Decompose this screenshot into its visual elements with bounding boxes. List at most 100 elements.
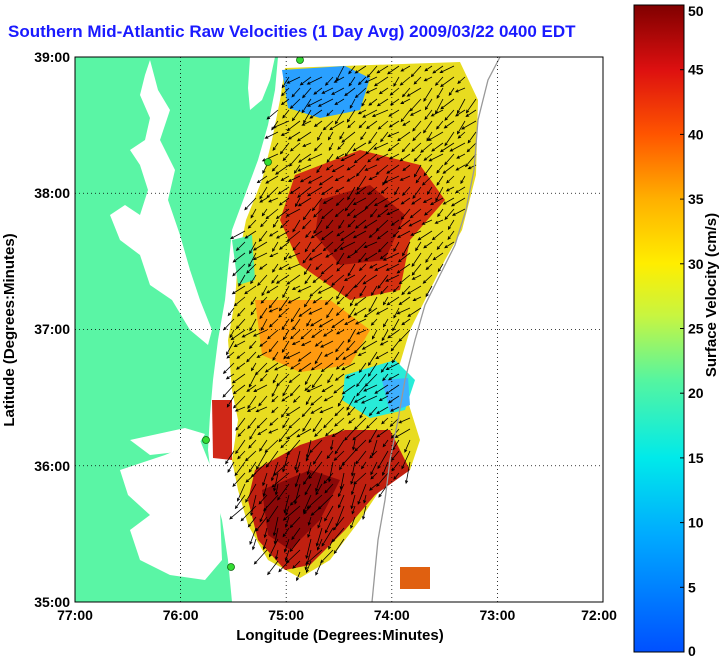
velocity-arrow xyxy=(249,241,257,255)
y-tick-label: 39:00 xyxy=(34,49,70,65)
velocity-arrow xyxy=(246,263,257,274)
velocity-arrow xyxy=(375,307,389,315)
velocity-arrow xyxy=(264,131,279,139)
velocity-arrow xyxy=(245,483,257,503)
velocity-arrow xyxy=(432,252,444,261)
velocity-arrow xyxy=(383,175,400,184)
velocity-arrow xyxy=(413,164,422,178)
velocity-arrow xyxy=(347,263,356,277)
velocity-arrow xyxy=(231,373,246,384)
velocity-arrow xyxy=(354,274,367,289)
velocity-arrow xyxy=(381,417,389,425)
velocity-arrow xyxy=(320,340,334,348)
velocity-arrow xyxy=(355,450,367,465)
velocity-arrow xyxy=(353,153,367,164)
velocity-arrow xyxy=(436,87,444,99)
velocity-arrow xyxy=(333,241,345,253)
velocity-arrow xyxy=(349,296,356,307)
velocity-arrow xyxy=(344,197,356,212)
velocity-arrow xyxy=(286,120,301,132)
velocity-arrow xyxy=(274,483,279,496)
velocity-arrow xyxy=(229,329,235,339)
velocity-arrow xyxy=(255,406,268,413)
velocity-arrow xyxy=(365,120,378,129)
velocity-arrow xyxy=(291,527,301,541)
velocity-arrow xyxy=(393,76,400,87)
velocity-arrow xyxy=(327,131,334,141)
velocity-arrow xyxy=(339,472,345,490)
velocity-arrow xyxy=(401,285,411,296)
velocity-arrow xyxy=(331,164,345,173)
velocity-arrow xyxy=(303,505,312,515)
velocity-arrow xyxy=(456,153,466,159)
velocity-arrow xyxy=(331,87,345,95)
velocity-arrow xyxy=(401,318,411,326)
velocity-arrow xyxy=(240,505,257,522)
velocity-arrow xyxy=(326,153,334,163)
velocity-arrow xyxy=(226,395,235,408)
velocity-arrow xyxy=(259,439,268,452)
velocity-arrow xyxy=(311,373,323,389)
velocity-arrow xyxy=(247,395,257,409)
velocity-arrow xyxy=(437,263,444,273)
velocity-arrow xyxy=(314,428,323,438)
velocity-arrow xyxy=(304,384,312,392)
velocity-arrow xyxy=(282,329,290,341)
velocity-arrow xyxy=(396,307,411,315)
velocity-arrow xyxy=(323,472,334,485)
velocity-arrow xyxy=(250,362,257,372)
velocity-arrow xyxy=(371,285,378,297)
velocity-arrow xyxy=(423,153,433,161)
velocity-arrow xyxy=(361,340,378,350)
velocity-arrow xyxy=(424,65,433,72)
velocity-arrow xyxy=(298,307,312,317)
velocity-arrow xyxy=(248,340,257,350)
velocity-arrow xyxy=(355,164,367,177)
velocity-arrow xyxy=(255,516,268,532)
velocity-arrow xyxy=(446,175,455,184)
velocity-arrow xyxy=(319,406,334,414)
velocity-arrow xyxy=(309,285,323,297)
velocity-arrow xyxy=(315,472,323,493)
velocity-arrow xyxy=(328,538,334,550)
velocity-arrow xyxy=(298,153,312,163)
velocity-arrow xyxy=(340,230,356,241)
velocity-arrow xyxy=(291,285,301,290)
velocity-patch-isolated xyxy=(400,567,430,589)
velocity-arrow xyxy=(276,373,290,387)
velocity-arrow xyxy=(387,131,400,138)
velocity-arrow xyxy=(344,285,356,298)
velocity-arrow xyxy=(353,307,367,316)
velocity-arrow xyxy=(358,263,367,272)
velocity-arrow xyxy=(321,384,334,393)
velocity-arrow xyxy=(283,252,290,261)
velocity-arrow xyxy=(421,175,433,186)
velocity-arrow xyxy=(267,560,279,576)
velocity-arrow xyxy=(237,428,246,437)
velocity-arrow xyxy=(461,120,477,130)
velocity-arrow xyxy=(268,296,279,309)
velocity-arrow xyxy=(336,329,345,335)
velocity-arrow xyxy=(256,351,268,358)
velocity-arrow xyxy=(415,175,422,184)
velocity-arrow xyxy=(269,252,279,258)
velocity-arrow xyxy=(378,87,389,95)
velocity-arrow xyxy=(423,120,433,134)
velocity-arrow xyxy=(364,197,378,210)
velocity-arrow xyxy=(370,318,378,326)
velocity-arrow xyxy=(305,450,312,462)
velocity-arrow xyxy=(339,131,345,140)
velocity-arrow xyxy=(248,461,257,473)
velocity-arrow xyxy=(385,274,400,282)
velocity-arrow xyxy=(268,428,279,434)
velocity-arrow xyxy=(286,439,301,456)
albemarle-sound xyxy=(130,428,205,455)
velocity-arrow xyxy=(399,175,411,181)
velocity-arrow xyxy=(362,274,378,285)
velocity-arrow xyxy=(382,318,389,328)
velocity-arrow xyxy=(333,538,345,555)
velocity-arrow xyxy=(338,494,345,509)
velocity-arrow xyxy=(271,406,279,414)
velocity-arrow xyxy=(332,516,345,531)
velocity-arrow xyxy=(350,516,356,529)
